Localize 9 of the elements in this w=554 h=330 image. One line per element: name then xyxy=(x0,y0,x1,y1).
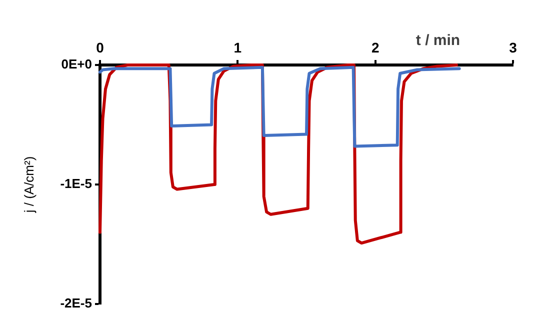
y-tick-label: -1E-5 xyxy=(60,176,92,192)
y-tick-label: 0E+0 xyxy=(61,56,92,72)
x-tick-label: 3 xyxy=(509,39,518,56)
y-axis-title: j / (A/cm²) xyxy=(21,156,36,214)
x-tick-label: 1 xyxy=(234,39,242,56)
x-tick-label: 2 xyxy=(371,39,380,56)
x-axis-title: t / min xyxy=(416,32,460,50)
x-tick-label: 0 xyxy=(96,39,104,56)
y-tick-label: -2E-5 xyxy=(60,296,92,311)
